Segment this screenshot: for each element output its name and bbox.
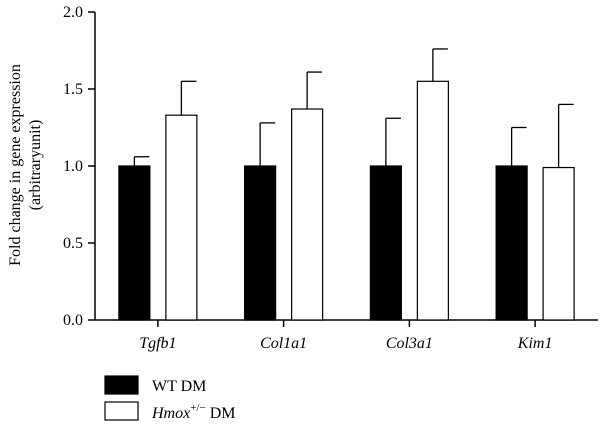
bar-1-2 — [416, 80, 449, 321]
legend-swatch-hmox-dm — [104, 401, 139, 421]
y-tick-label-4: 2.0 — [63, 4, 83, 21]
bar-1-0 — [165, 114, 198, 321]
bar-0-0 — [118, 165, 151, 321]
bar-0-2 — [369, 165, 402, 321]
y-tick-label-2: 1.0 — [63, 158, 83, 175]
legend-swatch-wt-dm — [104, 375, 139, 395]
legend-label-hmox-sup: +/− — [190, 402, 205, 414]
bar-1-1 — [291, 108, 324, 321]
bar-1-3 — [542, 166, 575, 321]
legend-label-hmox-suffix: DM — [206, 405, 236, 422]
legend-label-hmox-base: Hmox — [151, 405, 190, 422]
x-tick-label-2: Col3a1 — [386, 335, 433, 352]
legend: WT DM Hmox+/− DM — [104, 375, 235, 422]
plot-area: 0.0 0.5 1.0 1.5 2.0 Tgfb1 Col1a1 Col3a1 Kim1 — [63, 4, 598, 352]
y-tick-label-0: 0.0 — [63, 312, 83, 329]
legend-label-wt-dm: WT DM — [152, 378, 206, 395]
y-axis-title-line2: (arbitraryunit) — [27, 120, 44, 211]
y-tick-label-3: 1.5 — [63, 81, 83, 98]
y-tick-label-1: 0.5 — [63, 235, 83, 252]
x-tick-label-0: Tgfb1 — [139, 335, 176, 352]
y-axis-title-line1: Fold change in gene expression — [7, 64, 24, 266]
bar-0-3 — [495, 165, 528, 321]
x-tick-label-1: Col1a1 — [260, 335, 307, 352]
legend-label-hmox-dm: Hmox+/− DM — [151, 402, 235, 422]
x-tick-label-3: Kim1 — [517, 335, 553, 352]
bar-0-1 — [244, 165, 277, 321]
